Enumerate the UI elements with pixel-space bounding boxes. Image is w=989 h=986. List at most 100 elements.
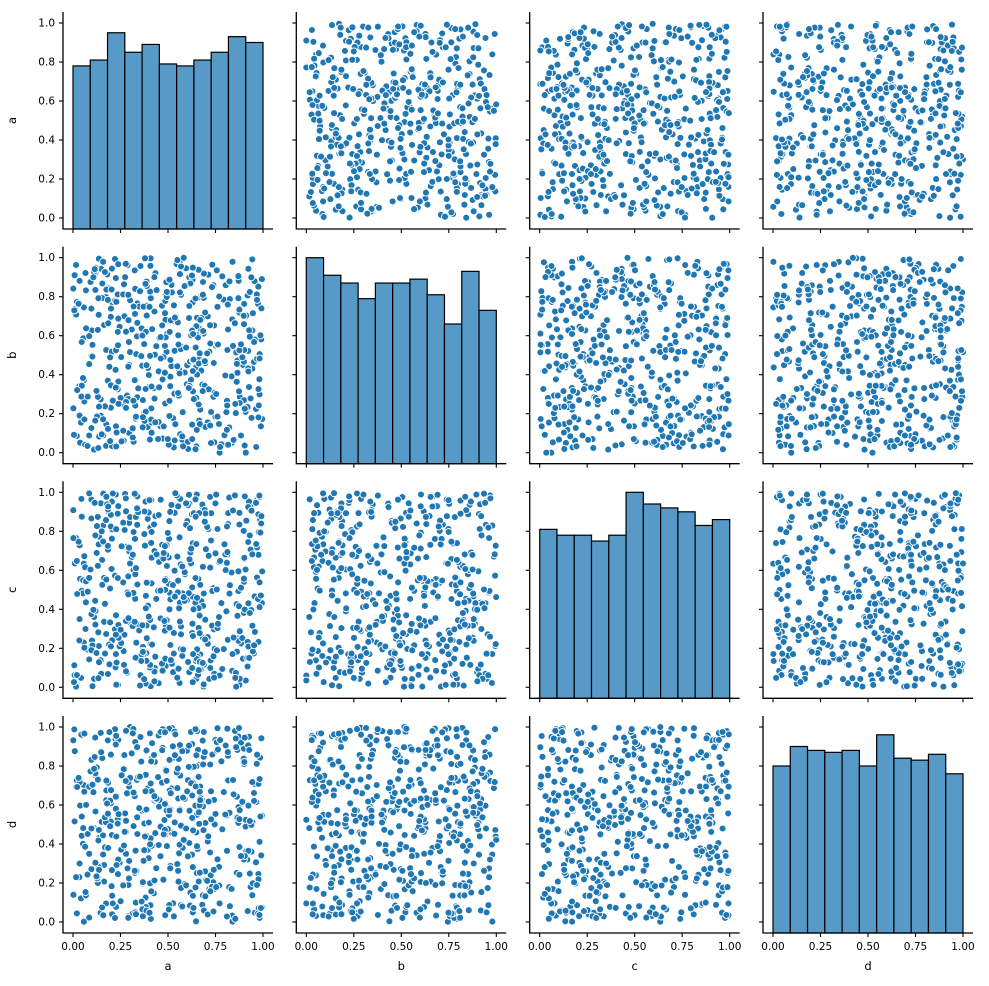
hist-bar-b-3: [357, 298, 376, 465]
y-axis-label-a: a: [5, 117, 19, 124]
hist-bar-d-9: [927, 753, 947, 934]
y-tick-label: 0.6: [38, 800, 55, 812]
y-tick-label: 0.0: [38, 917, 55, 929]
x-axis-label-a: a: [164, 959, 171, 973]
hist-bar-c-6: [642, 503, 662, 699]
y-tick-label: 0.6: [38, 565, 55, 577]
hist-bar-c-8: [677, 511, 696, 699]
x-tick-label: 0.50: [856, 941, 879, 953]
panel-spines: [762, 481, 973, 699]
y-tick-label: 0.4: [38, 135, 55, 147]
x-tick-label: 0.75: [671, 941, 694, 953]
x-tick-label: 0.75: [904, 941, 927, 953]
x-tick-label: 0.25: [109, 941, 132, 953]
hist-bar-d-5: [858, 765, 878, 934]
scatter-panel-x-a-y-d: 0.0 0.2 0.4 0.6 0.8 1.0 d 0.00 0.25 0.50 0.75 1.00 a: [5, 716, 275, 973]
hist-bar-c-1: [556, 534, 575, 699]
x-axis-label-d: d: [864, 959, 871, 973]
x-tick-label: 0.50: [156, 941, 179, 953]
scatter-panel-x-c-y-a: [525, 12, 740, 233]
y-tick-label: 1.0: [38, 18, 55, 30]
x-tick-label: 0.50: [623, 941, 646, 953]
x-axis-label-c: c: [632, 959, 638, 973]
hist-bar-c-0: [539, 528, 558, 699]
panel-spines: [295, 12, 507, 230]
y-tick-label: 0.2: [38, 643, 55, 655]
panel-spines: [62, 481, 273, 699]
x-tick-label: 0.00: [761, 941, 784, 953]
y-tick-label: 0.2: [38, 174, 55, 186]
x-tick-label: 1.00: [718, 941, 741, 953]
hist-bar-a-7: [193, 59, 212, 230]
x-tick-label: 0.25: [809, 941, 832, 953]
y-tick-label: 0.8: [38, 291, 55, 303]
y-axis-label-c: c: [5, 587, 19, 593]
hist-bar-c-7: [660, 507, 679, 699]
hist-bar-d-2: [806, 749, 826, 934]
panel-spines: [295, 481, 507, 699]
hist-bar-a-6: [176, 65, 195, 230]
panel-spines: [762, 716, 973, 934]
panel-spines: [62, 246, 273, 465]
x-tick-label: 0.75: [437, 941, 460, 953]
y-tick-label: 0.8: [38, 761, 55, 773]
panel-spines: [62, 716, 273, 934]
y-tick-label: 0.2: [38, 878, 55, 890]
y-tick-label: 1.0: [38, 252, 55, 264]
y-tick-label: 1.0: [38, 722, 55, 734]
hist-panel-c: [525, 481, 740, 703]
scatter-panel-x-c-y-b: [525, 246, 740, 468]
panel-spines: [762, 12, 973, 230]
x-tick-label: 0.00: [295, 941, 318, 953]
hist-bar-c-9: [694, 524, 714, 699]
y-tick-label: 0.6: [38, 330, 55, 342]
y-tick-label: 1.0: [38, 487, 55, 499]
y-tick-label: 0.0: [38, 213, 55, 225]
hist-bar-a-4: [141, 43, 160, 230]
scatter-panel-x-c-y-d: 0.00 0.25 0.50 0.75 1.00 c: [525, 716, 741, 973]
hist-bar-b-5: [392, 282, 411, 465]
hist-bar-c-3: [590, 540, 610, 699]
hist-bar-d-7: [893, 757, 912, 934]
hist-bar-c-10: [711, 518, 731, 699]
hist-bar-d-10: [945, 773, 964, 934]
hist-bar-c-4: [608, 534, 627, 699]
y-tick-label: 0.0: [38, 447, 55, 459]
scatter-panel-x-b-y-d: 0.00 0.25 0.50 0.75 1.00 b: [292, 716, 508, 973]
y-tick-label: 0.6: [38, 96, 55, 108]
panel-spines: [529, 481, 740, 699]
hist-bar-b-6: [409, 278, 428, 465]
y-tick-label: 0.4: [38, 604, 55, 616]
hist-bar-a-5: [158, 63, 178, 230]
panel-spines: [762, 246, 973, 465]
panel-spines: [295, 246, 507, 465]
scatter-panel-x-b-y-a: [292, 12, 507, 233]
hist-bar-c-2: [573, 534, 593, 699]
x-tick-label: 0.75: [204, 941, 227, 953]
y-tick-label: 0.0: [38, 682, 55, 694]
y-tick-label: 0.4: [38, 369, 55, 381]
hist-bar-d-1: [789, 745, 809, 934]
panel-spines: [529, 246, 740, 465]
panel-spines: [529, 12, 740, 230]
x-tick-label: 0.50: [390, 941, 413, 953]
hist-bar-b-10: [478, 309, 497, 465]
hist-bar-a-10: [245, 41, 264, 230]
y-axis-label-b: b: [5, 352, 19, 359]
scatter-panel-x-d-y-c: [759, 481, 973, 703]
hist-bar-a-9: [227, 36, 247, 230]
x-tick-label: 0.25: [342, 941, 365, 953]
panel-spines: [529, 716, 740, 934]
hist-bar-b-8: [443, 323, 463, 465]
hist-bar-d-8: [910, 759, 930, 934]
hist-bar-a-0: [72, 65, 91, 230]
hist-panel-d: 0.00 0.25 0.50 0.75 1.00 d: [759, 716, 975, 973]
hist-bar-d-3: [824, 751, 843, 934]
x-tick-label: 1.00: [251, 941, 274, 953]
scatter-panel-x-d-y-b: [759, 246, 973, 468]
x-tick-label: 0.00: [61, 941, 84, 953]
hist-bar-b-1: [322, 274, 342, 465]
hist-bar-c-5: [625, 491, 644, 699]
y-tick-label: 0.4: [38, 839, 55, 851]
